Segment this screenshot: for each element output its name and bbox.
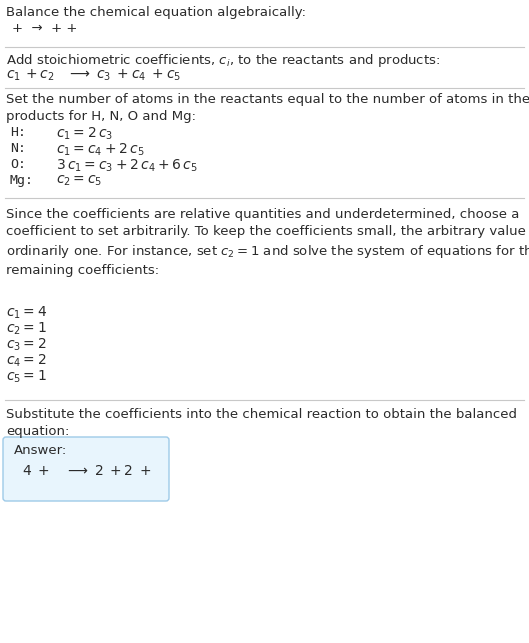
Text: Set the number of atoms in the reactants equal to the number of atoms in the
pro: Set the number of atoms in the reactants… <box>6 93 529 123</box>
Text: $c_4 = 2$: $c_4 = 2$ <box>6 353 47 369</box>
Text: $c_1 = 4$: $c_1 = 4$ <box>6 305 47 322</box>
Text: Answer:: Answer: <box>14 444 67 457</box>
Text: Substitute the coefficients into the chemical reaction to obtain the balanced
eq: Substitute the coefficients into the che… <box>6 408 517 438</box>
Text: Add stoichiometric coefficients, $c_i$, to the reactants and products:: Add stoichiometric coefficients, $c_i$, … <box>6 52 440 69</box>
Text: Since the coefficients are relative quantities and underdetermined, choose a
coe: Since the coefficients are relative quan… <box>6 208 529 276</box>
Text: O:: O: <box>10 158 26 171</box>
Text: $c_2 = c_5$: $c_2 = c_5$ <box>56 174 102 188</box>
Text: Balance the chemical equation algebraically:: Balance the chemical equation algebraica… <box>6 6 306 19</box>
Text: +  →  + +: + → + + <box>12 22 77 35</box>
FancyBboxPatch shape <box>3 437 169 501</box>
Text: $c_1 = c_4 + 2\,c_5$: $c_1 = c_4 + 2\,c_5$ <box>56 142 144 158</box>
Text: $c_1\,+c_2\quad\longrightarrow\;c_3\;+c_4\;+c_5$: $c_1\,+c_2\quad\longrightarrow\;c_3\;+c_… <box>6 68 181 84</box>
Text: H:: H: <box>10 126 26 139</box>
Text: $3\,c_1 = c_3 + 2\,c_4 + 6\,c_5$: $3\,c_1 = c_3 + 2\,c_4 + 6\,c_5$ <box>56 158 198 174</box>
Text: N:: N: <box>10 142 26 155</box>
Text: $c_5 = 1$: $c_5 = 1$ <box>6 369 47 385</box>
Text: $4\;+\quad\longrightarrow\;2\;+2\;+$: $4\;+\quad\longrightarrow\;2\;+2\;+$ <box>22 464 151 478</box>
Text: $c_2 = 1$: $c_2 = 1$ <box>6 321 47 338</box>
Text: $c_1 = 2\,c_3$: $c_1 = 2\,c_3$ <box>56 126 113 142</box>
Text: Mg:: Mg: <box>10 174 34 187</box>
Text: $c_3 = 2$: $c_3 = 2$ <box>6 337 47 354</box>
